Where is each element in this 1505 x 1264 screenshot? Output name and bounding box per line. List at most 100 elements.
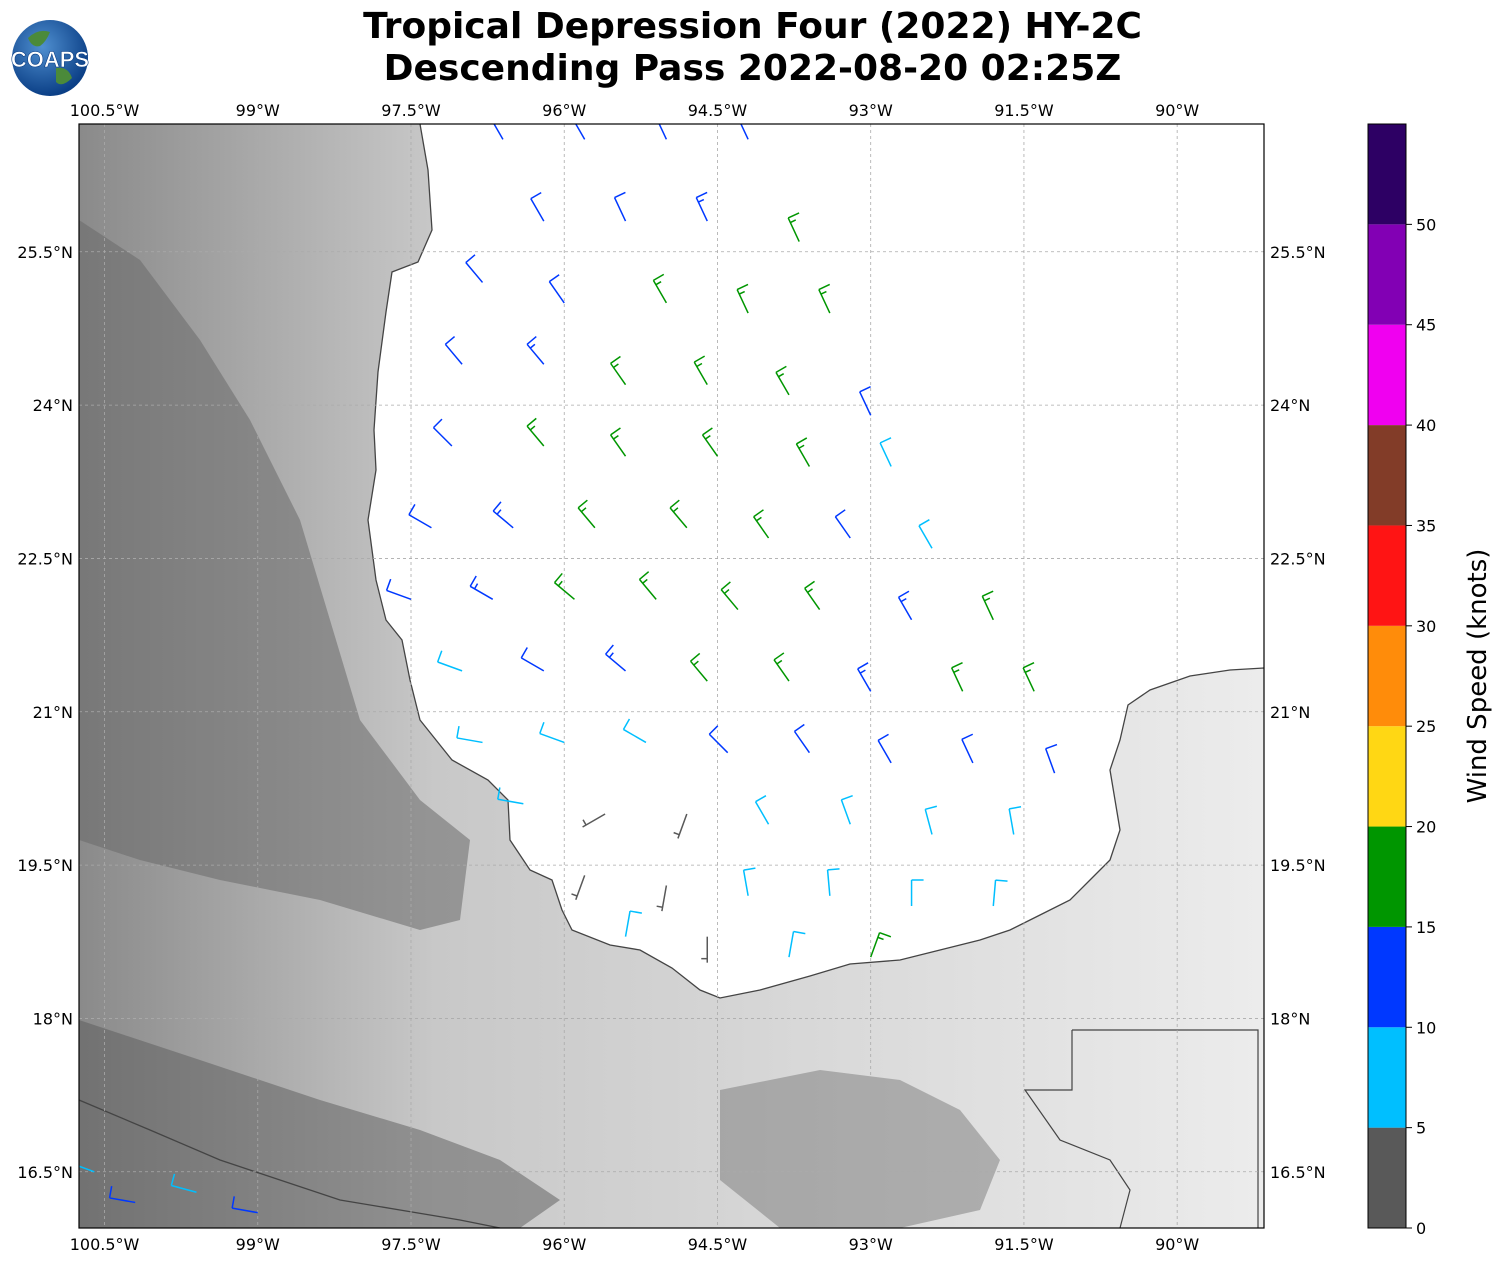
wind-barb bbox=[571, 875, 586, 901]
lat-tick-label-left: 18°N bbox=[33, 1009, 73, 1028]
wind-barb bbox=[897, 590, 913, 621]
lat-tick-label-right: 18°N bbox=[1270, 1009, 1310, 1028]
colorbar-bin bbox=[1368, 726, 1406, 827]
wind-barb bbox=[877, 733, 892, 764]
colorbar-label: Wind Speed (knots) bbox=[1463, 549, 1493, 804]
colorbar-tick-label: 30 bbox=[1416, 617, 1436, 636]
wind-barb bbox=[693, 355, 708, 386]
wind-barb bbox=[869, 931, 892, 958]
wind-barb bbox=[834, 509, 851, 539]
wind-barb bbox=[720, 581, 739, 611]
wind-barb bbox=[436, 650, 463, 672]
wind-barb bbox=[992, 879, 1008, 907]
wind-barb bbox=[689, 652, 708, 682]
coaps-logo: COAPS bbox=[11, 20, 89, 96]
lat-tick-label-right: 16.5°N bbox=[1270, 1163, 1326, 1182]
border-guatemala bbox=[1023, 1029, 1259, 1228]
lon-tick-label-top: 91.5°W bbox=[994, 101, 1054, 120]
wind-barb bbox=[795, 437, 811, 467]
terrain-chiapas bbox=[720, 1070, 1000, 1228]
lon-tick-label-bottom: 91.5°W bbox=[994, 1235, 1054, 1254]
colorbar-bin bbox=[1368, 1027, 1406, 1128]
lon-tick-label-top: 100.5°W bbox=[70, 101, 140, 120]
wind-barb bbox=[526, 417, 545, 447]
coastline bbox=[367, 124, 1264, 999]
wind-barb bbox=[818, 283, 831, 314]
wind-barb bbox=[740, 124, 749, 140]
wind-barb bbox=[736, 283, 749, 314]
colorbar-frame bbox=[1367, 123, 1407, 1229]
colorbar-tick-label: 50 bbox=[1416, 215, 1436, 234]
logo-text: COAPS bbox=[11, 47, 89, 72]
wind-barb bbox=[624, 910, 642, 937]
wind-barb bbox=[79, 1165, 95, 1173]
wind-barb bbox=[857, 662, 872, 692]
lon-tick-label-bottom: 94.5°W bbox=[688, 1235, 748, 1254]
wind-barb bbox=[656, 885, 668, 912]
lon-tick-label-bottom: 97.5°W bbox=[381, 1235, 441, 1254]
wind-barb bbox=[787, 212, 800, 242]
wind-barb bbox=[788, 930, 806, 958]
colorbar-tick-label: 45 bbox=[1416, 316, 1436, 335]
wind-barb bbox=[408, 504, 432, 529]
wind-barb bbox=[773, 652, 790, 682]
colorbar-tick-label: 0 bbox=[1416, 1219, 1426, 1238]
wind-barb bbox=[695, 191, 708, 222]
lat-tick-label-left: 21°N bbox=[33, 703, 73, 722]
lon-tick-label-top: 96°W bbox=[542, 101, 586, 120]
terrain-southern-highlands bbox=[79, 1020, 560, 1228]
wind-barb bbox=[497, 787, 524, 805]
wind-barb bbox=[950, 662, 964, 692]
lat-tick-label-left: 19.5°N bbox=[17, 856, 73, 875]
lon-tick-label-bottom: 96°W bbox=[542, 1235, 586, 1254]
wind-barb bbox=[492, 501, 514, 529]
wind-barb bbox=[610, 355, 627, 386]
lon-tick-label-bottom: 99°W bbox=[236, 1235, 280, 1254]
wind-barb bbox=[961, 733, 974, 764]
wind-barb bbox=[526, 336, 545, 365]
colorbar-tick-label: 20 bbox=[1416, 818, 1436, 837]
terrain-highlands bbox=[79, 220, 470, 930]
wind-barb bbox=[924, 805, 938, 835]
wind-barb bbox=[708, 725, 729, 754]
wind-barb bbox=[669, 499, 688, 529]
lon-tick-label-top: 94.5°W bbox=[688, 101, 748, 120]
wind-barb bbox=[520, 647, 545, 672]
lon-tick-label-bottom: 100.5°W bbox=[70, 1235, 140, 1254]
wind-barb bbox=[582, 813, 606, 828]
wind-barb bbox=[652, 273, 668, 304]
wind-barb bbox=[385, 578, 412, 601]
wind-barb bbox=[456, 725, 483, 744]
lat-tick-label-right: 19.5°N bbox=[1270, 856, 1326, 875]
lon-tick-label-top: 97.5°W bbox=[381, 101, 441, 120]
lat-tick-label-right: 22.5°N bbox=[1270, 549, 1326, 568]
wind-barb bbox=[465, 254, 484, 283]
lon-tick-label-top: 99°W bbox=[236, 101, 280, 120]
map-area bbox=[79, 124, 1264, 1228]
lat-tick-label-right: 24°N bbox=[1270, 396, 1310, 415]
map-frame bbox=[78, 123, 1265, 1229]
lat-tick-label-left: 24°N bbox=[33, 396, 73, 415]
colorbar: 0 5 10 15 20 25 30 35 40 45 50 Wind Speed (knots) bbox=[1367, 123, 1493, 1238]
wind-barb bbox=[444, 336, 463, 365]
wind-barb bbox=[918, 519, 933, 549]
wind-barb bbox=[469, 575, 494, 600]
title-line-2: Descending Pass 2022-08-20 02:25Z bbox=[383, 48, 1122, 89]
title-line-1: Tropical Depression Four (2022) HY-2C bbox=[363, 6, 1142, 47]
wind-barb bbox=[577, 499, 596, 529]
colorbar-tick-label: 15 bbox=[1416, 918, 1436, 937]
lat-tick-label-right: 21°N bbox=[1270, 703, 1310, 722]
wind-barb bbox=[804, 580, 821, 610]
lon-tick-label-bottom: 90°W bbox=[1155, 1235, 1199, 1254]
colorbar-bin bbox=[1368, 625, 1406, 727]
lat-tick-label-left: 25.5°N bbox=[17, 243, 73, 262]
wind-barb bbox=[432, 418, 453, 447]
wind-barb bbox=[548, 274, 565, 304]
colorbar-bin bbox=[1368, 124, 1406, 225]
wind-barb bbox=[1022, 662, 1035, 692]
colorbar-bin bbox=[1368, 324, 1406, 426]
wind-barb bbox=[539, 722, 565, 744]
wind-barb bbox=[231, 1196, 258, 1214]
wind-barb bbox=[840, 794, 853, 825]
